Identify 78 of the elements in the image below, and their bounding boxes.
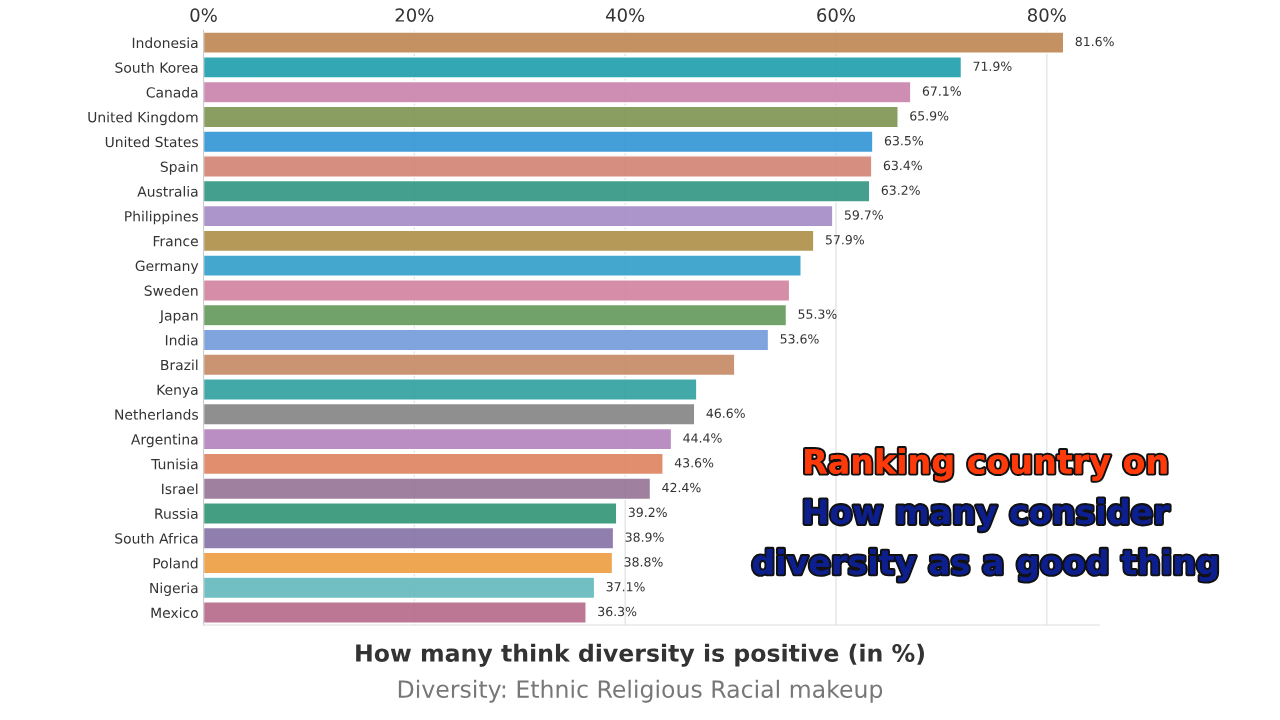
bar [203,56,963,79]
data-label: 39.2% [628,507,667,518]
annotation: Ranking country on [805,448,1167,481]
bar [203,229,815,253]
y-tick-label: Nigeria [150,582,198,596]
data-label: 37.1% [606,581,645,592]
data-label: 63.2% [881,185,920,195]
data-label: 38.9% [625,532,664,542]
y-tick-label: Spain [160,161,198,175]
data-label: 57.9% [825,235,864,245]
data-label: 59.7% [844,210,883,220]
y-tick-label: Poland [153,557,198,569]
bar [203,105,899,129]
x-axis-title: How many think diversity is positive (in %) [356,643,924,667]
data-label: 46.6% [706,408,745,418]
y-tick-label: Philippines [125,210,198,225]
y-tick-label: India [165,334,198,346]
x-tick-label: 60% [817,8,856,22]
y-tick-label: Canada [146,86,198,98]
y-tick-label: Mexico [151,607,198,619]
bar [203,502,618,525]
bar [203,80,912,104]
annotation: diversity as a good thing [752,548,1218,582]
data-label: 81.6% [1075,36,1114,47]
y-tick-label: Tunisia [151,458,198,470]
y-tick-label: United States [105,136,198,148]
bar [203,279,791,302]
x-tick-label: 0% [190,8,217,22]
y-tick-label: South Korea [115,62,198,73]
y-tick-label: Israel [162,483,198,495]
data-label: 63.4% [883,160,922,171]
x-tick-label: 80% [1027,8,1066,22]
bar [203,204,834,228]
data-label: 53.6% [780,334,819,344]
y-tick-label: Japan [159,310,198,324]
bar [203,551,614,575]
bar [203,576,596,600]
bar [203,526,615,550]
x-tick-label: 20% [395,8,434,22]
data-label: 43.6% [674,458,714,468]
annotation: How many consider [804,498,1170,532]
bar [203,179,871,203]
y-tick-label: Sweden [144,285,198,296]
bar [203,378,698,401]
y-tick-label: Indonesia [132,37,198,49]
y-tick-label: South Africa [115,532,198,544]
data-label: 55.3% [798,309,837,319]
x-tick-label: 40% [605,8,645,22]
data-label: 42.4% [662,482,701,493]
bar [203,254,802,278]
y-tick-label: United Kingdom [88,111,198,126]
y-tick-label: Australia [137,186,198,197]
y-tick-label: Argentina [131,433,198,448]
data-label: 67.1% [922,86,961,96]
bar [203,328,770,352]
data-label: 44.4% [683,433,722,443]
data-label: 36.3% [598,606,637,617]
bar [203,130,874,154]
bar [203,353,736,377]
y-tick-label: Brazil [161,359,198,371]
data-label: 71.9% [973,61,1012,72]
bar [203,402,696,426]
text: Diversity: Ethnic Religious Racial makeup [398,679,883,703]
y-tick-label: France [153,236,198,247]
bar [203,601,587,624]
y-tick-label: Russia [155,508,198,519]
data-label: 65.9% [910,111,949,121]
data-label: 38.8% [624,557,663,567]
bar [203,477,652,501]
bar [203,427,673,451]
bar [203,31,1065,54]
bar [203,155,873,178]
y-tick-label: Netherlands [115,409,198,420]
bar [203,452,664,476]
y-tick-label: Kenya [157,384,198,398]
bar [203,303,788,327]
data-label: 63.5% [884,135,924,146]
y-tick-label: Germany [135,260,199,274]
